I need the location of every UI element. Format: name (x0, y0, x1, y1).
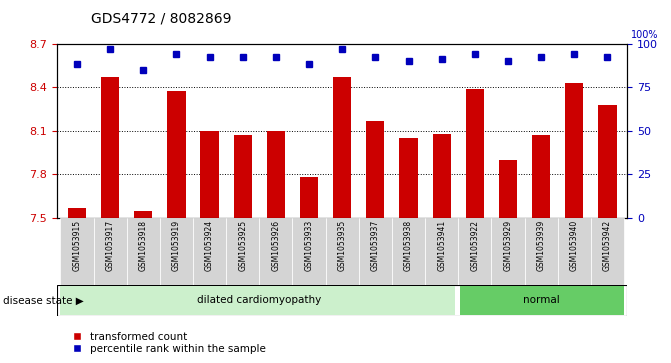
Text: GSM1053924: GSM1053924 (205, 220, 214, 271)
Bar (591, 218, 624, 285)
Bar (267, 131, 285, 218)
Bar (399, 138, 417, 218)
Text: 100%: 100% (631, 30, 658, 40)
Bar (134, 211, 152, 218)
Text: GSM1053935: GSM1053935 (338, 220, 347, 271)
Bar (259, 218, 293, 285)
Bar (525, 218, 558, 285)
Bar (466, 89, 484, 218)
Bar (300, 177, 318, 218)
Bar (226, 218, 259, 285)
Bar (325, 218, 359, 285)
Text: dilated cardiomyopathy: dilated cardiomyopathy (197, 295, 321, 305)
Bar (60, 286, 455, 315)
Text: disease state ▶: disease state ▶ (3, 295, 84, 305)
Bar (160, 218, 193, 285)
Bar (558, 218, 591, 285)
Bar (565, 83, 584, 218)
Text: GSM1053933: GSM1053933 (305, 220, 313, 271)
Bar (366, 121, 384, 218)
Text: GSM1053925: GSM1053925 (238, 220, 247, 271)
Bar (201, 131, 219, 218)
Bar (491, 218, 525, 285)
Bar (460, 286, 624, 315)
Bar (532, 135, 550, 218)
Text: GDS4772 / 8082869: GDS4772 / 8082869 (91, 11, 231, 25)
Text: GSM1053919: GSM1053919 (172, 220, 181, 271)
Text: normal: normal (523, 295, 560, 305)
Text: GSM1053922: GSM1053922 (470, 220, 479, 271)
Bar (93, 218, 127, 285)
Legend: transformed count, percentile rank within the sample: transformed count, percentile rank withi… (62, 327, 270, 358)
Bar (167, 91, 185, 218)
Bar (458, 218, 491, 285)
Text: GSM1053929: GSM1053929 (503, 220, 513, 271)
Text: GSM1053942: GSM1053942 (603, 220, 612, 271)
Text: GSM1053940: GSM1053940 (570, 220, 579, 271)
Text: GSM1053938: GSM1053938 (404, 220, 413, 271)
Text: GSM1053941: GSM1053941 (437, 220, 446, 271)
Text: GSM1053917: GSM1053917 (105, 220, 115, 271)
Text: GSM1053915: GSM1053915 (72, 220, 81, 271)
Bar (60, 218, 93, 285)
Bar (499, 160, 517, 218)
Bar (359, 218, 392, 285)
Bar (425, 218, 458, 285)
Bar (599, 105, 617, 218)
Bar (333, 77, 352, 218)
Text: GSM1053939: GSM1053939 (537, 220, 546, 271)
Text: GSM1053918: GSM1053918 (139, 220, 148, 271)
Bar (101, 77, 119, 218)
Text: GSM1053926: GSM1053926 (271, 220, 280, 271)
Bar (193, 218, 226, 285)
Bar (392, 218, 425, 285)
Bar (68, 208, 86, 218)
Bar (433, 134, 451, 218)
Bar (293, 218, 325, 285)
Text: GSM1053937: GSM1053937 (371, 220, 380, 271)
Bar (234, 135, 252, 218)
Bar (127, 218, 160, 285)
